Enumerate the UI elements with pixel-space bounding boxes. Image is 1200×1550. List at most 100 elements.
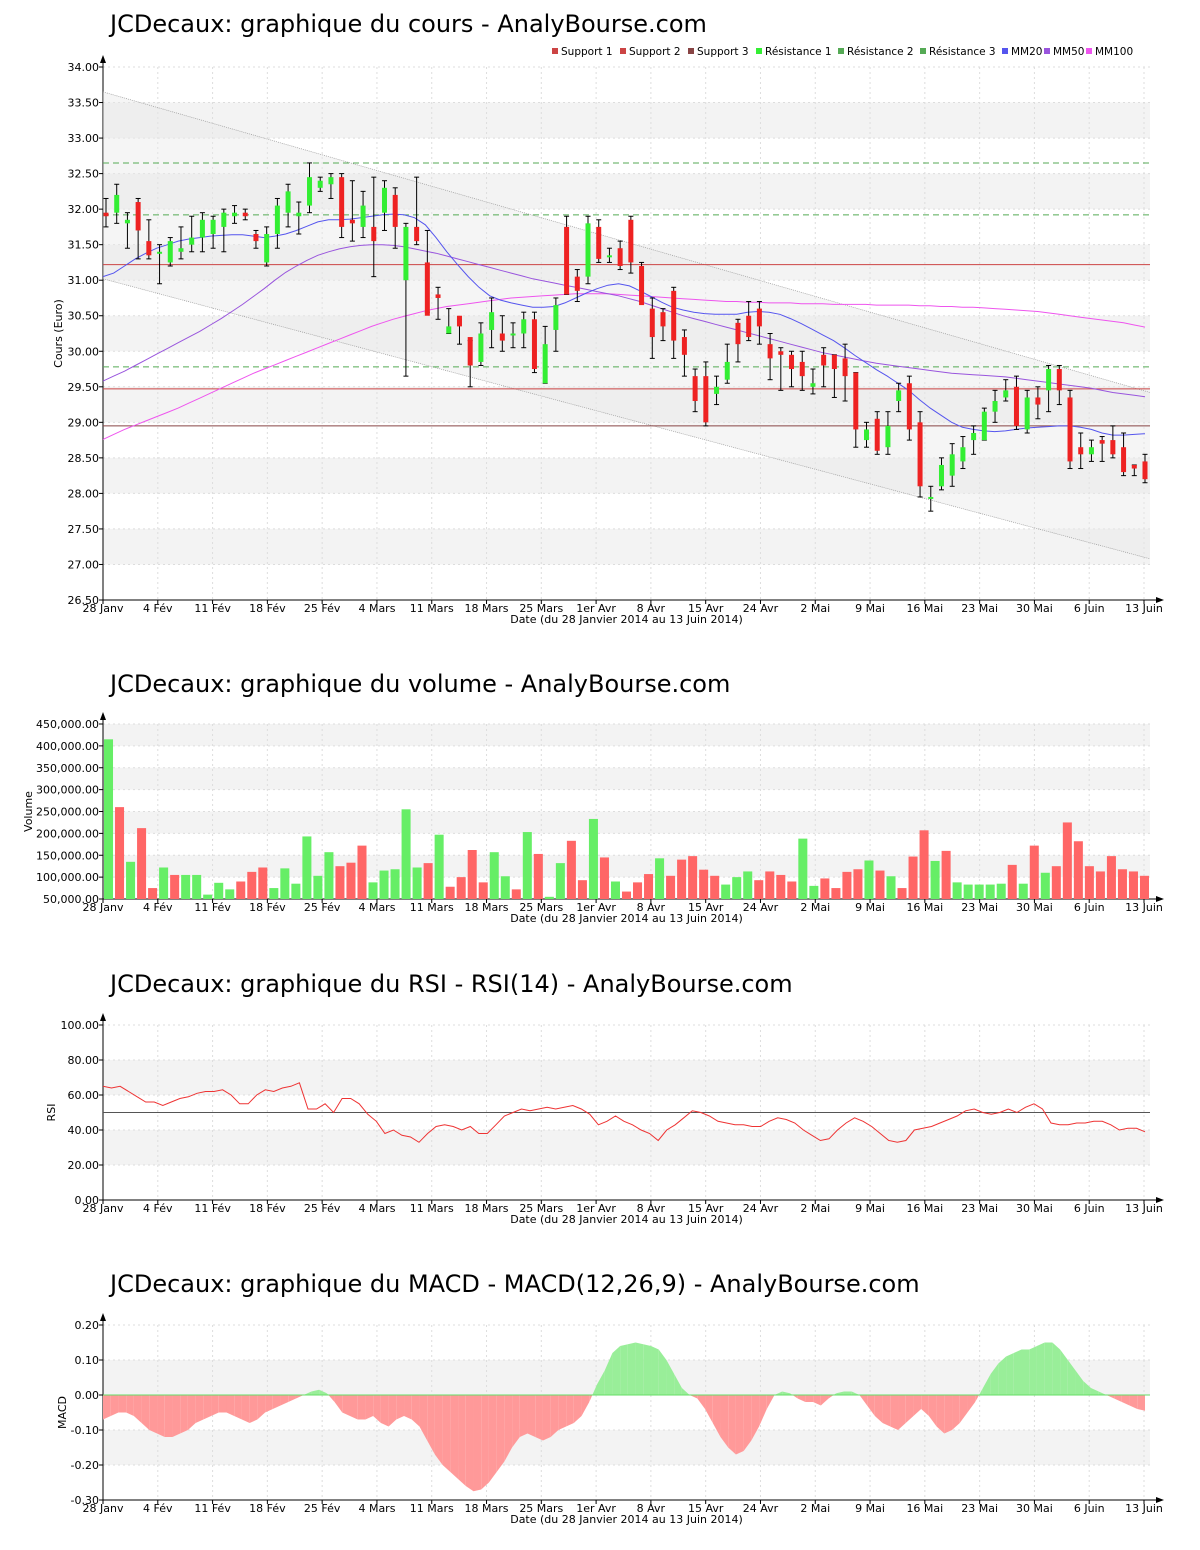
macd-area-segment — [427, 1395, 435, 1455]
candle-body — [296, 212, 302, 217]
macd-area-segment — [473, 1395, 482, 1492]
candle-body — [681, 337, 687, 355]
macd-area-segment — [928, 1395, 937, 1427]
candle-body — [232, 212, 238, 217]
macd-area-segment — [380, 1395, 389, 1427]
candle-body — [456, 315, 462, 327]
volume-bar — [192, 874, 202, 899]
legend-marker — [1002, 48, 1008, 54]
volume-bar — [996, 883, 1006, 899]
macd-area-segment — [195, 1395, 204, 1423]
macd-area-segment — [157, 1395, 165, 1437]
y-tick-label: -0.20 — [71, 1459, 99, 1472]
volume-bar — [500, 876, 510, 899]
x-tick-label: 25 Mars — [519, 901, 563, 914]
candle-body — [639, 265, 645, 306]
x-tick-label: 11 Fév — [194, 1202, 231, 1215]
macd-area-segment — [979, 1388, 983, 1395]
y-tick-label: 34.00 — [68, 61, 100, 74]
x-tick-label: 25 Fév — [304, 901, 341, 914]
candle-body — [253, 234, 259, 242]
volume-bar — [743, 871, 753, 899]
macd-area-segment — [612, 1346, 621, 1395]
volume-bar — [588, 818, 598, 899]
macd-area-segment — [843, 1391, 852, 1395]
y-tick-label: 29.00 — [68, 416, 100, 429]
candle-body — [1003, 390, 1009, 398]
candle-body — [307, 177, 313, 206]
mm50-line — [102, 244, 1146, 398]
volume-bar — [710, 875, 720, 899]
x-tick-label: 28 Janv — [83, 1502, 124, 1515]
x-axis-label: Date (du 28 Janvier 2014 au 13 Juin 2014… — [510, 613, 743, 626]
volume-bar — [897, 888, 907, 899]
x-tick-label: 28 Janv — [83, 602, 124, 615]
x-tick-label: 11 Mars — [410, 1502, 454, 1515]
candle-body — [242, 212, 248, 217]
x-tick-label: 2 Mai — [800, 1202, 830, 1215]
candle-body — [1088, 447, 1094, 455]
macd-area-segment — [1129, 1395, 1138, 1409]
y-tick-label: 27.00 — [68, 558, 100, 571]
x-tick-label: 23 Mai — [961, 1502, 998, 1515]
x-tick-label: 11 Fév — [194, 602, 231, 615]
macd-area-segment — [458, 1395, 466, 1486]
macd-area-segment — [944, 1395, 953, 1434]
volume-bar — [809, 885, 819, 899]
x-tick-label: 24 Avr — [743, 1502, 779, 1515]
legend-label: Résistance 3 — [929, 46, 996, 58]
candle-body — [285, 191, 291, 213]
macd-area-segment — [589, 1395, 593, 1402]
y-axis-label: MACD — [56, 1396, 69, 1429]
macd-area-segment — [434, 1395, 443, 1465]
volume-bar — [974, 884, 984, 899]
candle-body — [553, 305, 559, 330]
macd-area-segment — [1060, 1349, 1068, 1395]
volume-bar — [721, 884, 731, 899]
x-tick-label: 11 Mars — [410, 602, 454, 615]
volume-bar — [908, 856, 918, 899]
x-tick-label: 13 Juin — [1125, 901, 1163, 914]
x-tick-label: 24 Avr — [743, 602, 779, 615]
y-tick-label: 300,000.00 — [36, 784, 99, 797]
volume-bar — [401, 809, 411, 899]
grid-band — [103, 528, 1150, 565]
x-tick-label: 8 Avr — [637, 1502, 666, 1515]
macd-area-segment — [550, 1395, 559, 1437]
macd-area-segment — [249, 1395, 258, 1423]
volume-bar — [941, 850, 951, 899]
x-tick-label: 25 Mars — [519, 1502, 563, 1515]
macd-area-segment — [411, 1395, 420, 1427]
x-tick-label: 2 Mai — [800, 901, 830, 914]
macd-area-segment — [303, 1391, 312, 1395]
candle-body — [596, 226, 602, 259]
x-tick-label: 24 Avr — [743, 901, 779, 914]
volume-bar — [842, 871, 852, 899]
volume-bar — [555, 863, 565, 899]
macd-area-segment — [874, 1395, 883, 1423]
legend-label: Support 1 — [561, 46, 613, 58]
rsi-chart-title: JCDecaux: graphique du RSI - RSI(14) - A… — [110, 970, 793, 998]
macd-area-segment — [952, 1395, 960, 1430]
macd-area-segment — [635, 1342, 644, 1395]
macd-area-segment — [272, 1395, 281, 1409]
macd-area-segment — [651, 1346, 659, 1395]
y-axis-arrow — [100, 1013, 106, 1021]
macd-area-segment — [1013, 1349, 1022, 1395]
x-tick-label: 18 Fév — [249, 901, 286, 914]
macd-area-segment — [241, 1395, 250, 1423]
candle-body — [981, 411, 987, 441]
y-tick-label: 0.20 — [75, 1319, 100, 1332]
grid-band — [103, 102, 1150, 139]
volume-bar — [688, 856, 698, 899]
candle-body — [446, 326, 452, 334]
candle-body — [1121, 447, 1127, 473]
candle-body — [499, 333, 505, 341]
macd-area-segment — [982, 1374, 991, 1395]
candle-body — [1131, 464, 1137, 469]
x-tick-label: 18 Mars — [465, 901, 509, 914]
macd-area-segment — [998, 1356, 1007, 1395]
candle-body — [1013, 386, 1019, 426]
x-tick-label: 28 Janv — [83, 1202, 124, 1215]
y-tick-label: 400,000.00 — [36, 740, 99, 753]
